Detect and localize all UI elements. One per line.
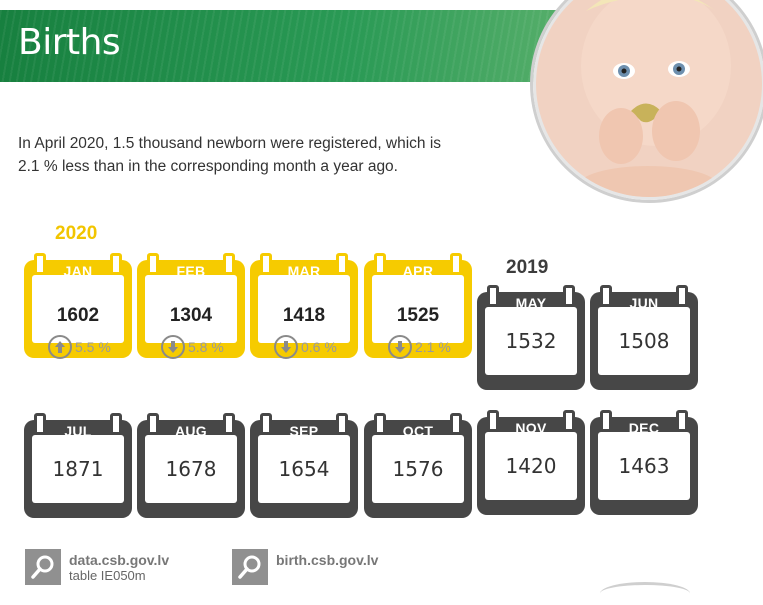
births-value: 1871 — [52, 457, 104, 481]
calendar-jul: JUL 1871 — [24, 413, 132, 518]
source-note: table IE050m — [69, 568, 146, 583]
calendar-apr: APR 1525 2.1 % — [364, 253, 472, 359]
births-value: 1525 — [396, 305, 440, 326]
change-percent: 5.8 % — [188, 339, 224, 355]
title-banner — [0, 10, 585, 82]
calendar-mar: MAR 1418 0.6 % — [250, 253, 358, 359]
source-link[interactable]: birth.csb.gov.lv — [276, 552, 379, 568]
source-birth-csb[interactable]: birth.csb.gov.lv — [232, 549, 378, 585]
births-value: 1304 — [169, 305, 213, 326]
calendar-nov: NOV 1420 — [477, 410, 585, 515]
arrow-down-icon — [388, 335, 412, 359]
births-value: 1576 — [392, 457, 444, 481]
calendar-feb: FEB 1304 5.8 % — [137, 253, 245, 359]
arrow-down-icon — [274, 335, 298, 359]
calendar-jun: JUN 1508 — [590, 285, 698, 390]
births-value: 1463 — [618, 454, 670, 478]
change-percent: 2.1 % — [415, 339, 451, 355]
source-link[interactable]: data.csb.gov.lv — [69, 552, 170, 568]
magnifier-icon — [25, 549, 61, 585]
change-indicator: 2.1 % — [388, 335, 451, 359]
change-indicator: 5.5 % — [48, 335, 111, 359]
source-data-csb[interactable]: data.csb.gov.lv table IE050m — [25, 549, 169, 585]
decorative-arc — [600, 582, 690, 605]
calendar-may: MAY 1532 — [477, 285, 585, 390]
births-value: 1420 — [505, 454, 557, 478]
change-percent: 5.5 % — [75, 339, 111, 355]
change-indicator: 5.8 % — [161, 335, 224, 359]
arrow-down-icon — [161, 335, 185, 359]
births-value: 1418 — [282, 305, 326, 326]
change-indicator: 0.6 % — [274, 335, 337, 359]
change-percent: 0.6 % — [301, 339, 337, 355]
baby-photo — [533, 0, 763, 200]
magnifier-icon — [232, 549, 268, 585]
calendar-oct: OCT 1576 — [364, 413, 472, 518]
births-value: 1654 — [278, 457, 330, 481]
intro-text: In April 2020, 1.5 thousand newborn were… — [18, 134, 442, 175]
calendar-aug: AUG 1678 — [137, 413, 245, 518]
calendar-sep: SEP 1654 — [250, 413, 358, 518]
calendar-jan: JAN 1602 5.5 % — [24, 253, 132, 359]
births-value: 1508 — [618, 329, 670, 353]
calendar-dec: DEC 1463 — [590, 410, 698, 515]
births-value: 1678 — [165, 457, 217, 481]
births-value: 1602 — [56, 305, 100, 326]
arrow-up-icon — [48, 335, 72, 359]
year-label-2019: 2019 — [506, 257, 549, 278]
births-value: 1532 — [505, 329, 557, 353]
year-label-2020: 2020 — [55, 223, 98, 244]
page-title: Births — [18, 22, 121, 63]
